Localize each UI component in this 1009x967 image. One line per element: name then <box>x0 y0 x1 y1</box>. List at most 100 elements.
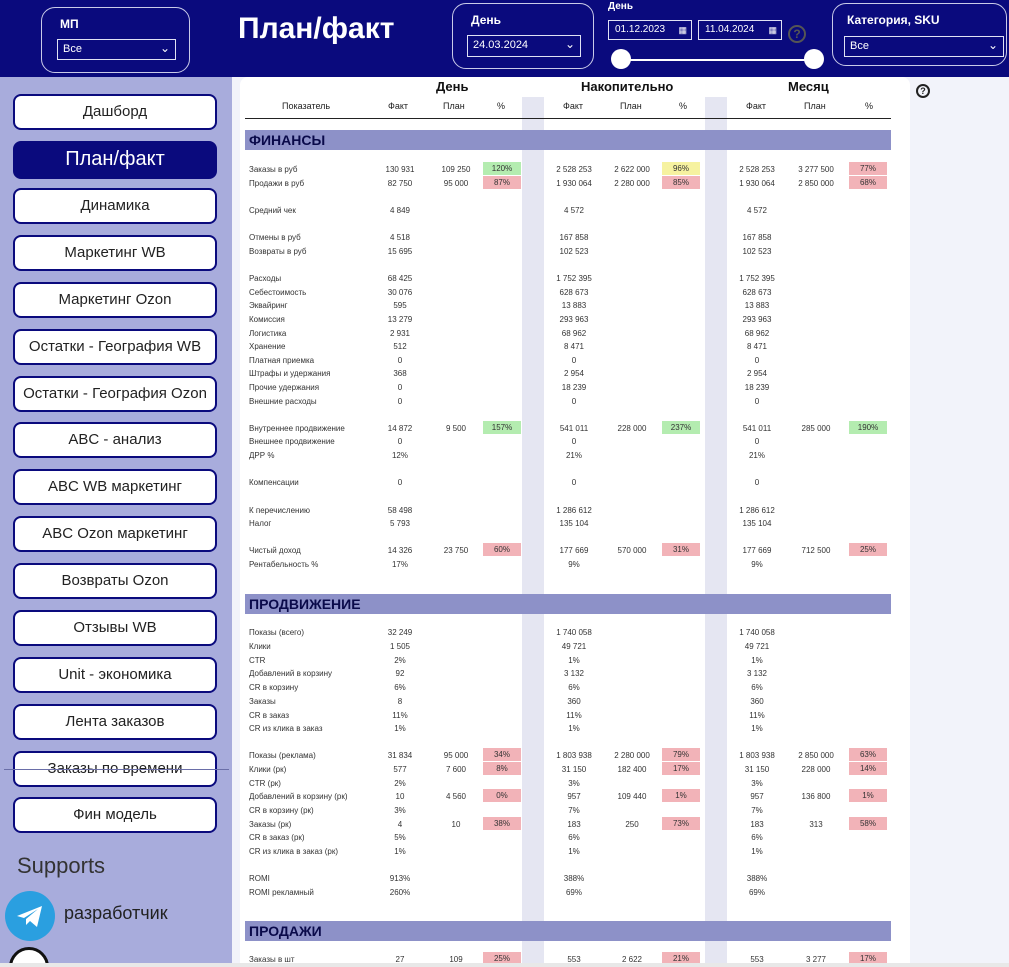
percent-cell: 87% <box>483 176 521 189</box>
telegram-plane-icon <box>17 906 42 927</box>
developer-link[interactable]: разработчик <box>64 903 168 923</box>
sidebar-item[interactable]: Фин модель <box>13 797 217 833</box>
category-select[interactable]: Все ⌄ <box>844 36 1004 57</box>
range-start-handle[interactable] <box>611 49 631 69</box>
percent-cell: 38% <box>483 817 521 830</box>
mp-select[interactable]: Все ⌄ <box>57 39 176 60</box>
row-label: Добавлений в корзину <box>249 669 332 678</box>
help-icon[interactable]: ? <box>916 84 930 98</box>
row-label: Клики <box>249 642 271 651</box>
fact-cell: 628 673 <box>559 288 589 297</box>
row-label: Расходы <box>249 274 282 283</box>
fact-cell: 0 <box>397 397 403 406</box>
row-label: CR из клика в заказ <box>249 724 323 733</box>
fact-cell: 1 740 058 <box>739 628 775 637</box>
sidebar-item[interactable]: Остатки - География Ozon <box>13 376 217 412</box>
col-fact: Факт <box>746 101 767 111</box>
row-label: ДРР % <box>249 451 275 460</box>
fact-cell: 14 326 <box>387 546 413 555</box>
sidebar-item[interactable]: Unit - экономика <box>13 657 217 693</box>
percent-cell: 8% <box>483 762 521 775</box>
fact-cell: 1 803 938 <box>739 751 775 760</box>
fact-cell: 82 750 <box>387 179 413 188</box>
fact-cell: 1% <box>394 847 406 856</box>
telegram-icon[interactable] <box>5 891 55 941</box>
row-label: Клики (рк) <box>249 765 287 774</box>
group-header-cumulative: Накопительно <box>581 79 674 94</box>
row-label: К перечислению <box>249 506 310 515</box>
fact-cell: 68 425 <box>387 274 413 283</box>
plan-cell: 109 440 <box>617 792 647 801</box>
fact-cell: 2% <box>394 779 406 788</box>
sidebar-item[interactable]: ABC WB маркетинг <box>13 469 217 505</box>
help-icon[interactable]: ? <box>788 25 806 43</box>
fact-cell: 2 954 <box>563 369 585 378</box>
fact-cell: 31 150 <box>561 765 587 774</box>
group-header-day: День <box>436 79 469 94</box>
fact-cell: 177 669 <box>742 546 772 555</box>
col-plan: План <box>443 101 465 111</box>
day-filter: День 24.03.2024 ⌄ <box>452 3 594 69</box>
plan-cell: 2 622 000 <box>614 165 650 174</box>
fact-cell: 30 076 <box>387 288 413 297</box>
range-end-handle[interactable] <box>804 49 824 69</box>
sidebar-item[interactable]: ABC - анализ <box>13 422 217 458</box>
fact-cell: 577 <box>393 765 407 774</box>
column-separator <box>705 97 727 967</box>
range-from-value: 01.12.2023 <box>615 24 666 35</box>
plan-cell: 712 500 <box>801 546 831 555</box>
row-label: Возвраты в руб <box>249 247 307 256</box>
fact-cell: 5 793 <box>389 519 411 528</box>
fact-cell: 18 239 <box>744 383 770 392</box>
row-label: CR из клика в заказ (рк) <box>249 847 339 856</box>
plan-cell: 7 600 <box>445 765 467 774</box>
sidebar-item[interactable]: ABC Ozon маркетинг <box>13 516 217 552</box>
range-to-input[interactable]: 11.04.2024 ▦ <box>698 20 782 40</box>
sidebar-item[interactable]: Динамика <box>13 188 217 224</box>
fact-cell: 0 <box>754 356 760 365</box>
row-label: CTR <box>249 656 266 665</box>
range-from-input[interactable]: 01.12.2023 ▦ <box>608 20 692 40</box>
fact-cell: 1 286 612 <box>739 506 775 515</box>
sidebar-item[interactable]: Остатки - География WB <box>13 329 217 365</box>
row-label: Прочие удержания <box>249 383 320 392</box>
percent-cell: 96% <box>662 162 700 175</box>
sidebar-item[interactable]: Маркетинг WB <box>13 235 217 271</box>
sidebar-item[interactable]: Возвраты Ozon <box>13 563 217 599</box>
date-range-slider-track <box>622 59 814 61</box>
fact-cell: 293 963 <box>559 315 589 324</box>
fact-cell: 1 752 395 <box>556 274 592 283</box>
fact-cell: 0 <box>571 478 577 487</box>
sidebar-item[interactable]: Отзывы WB <box>13 610 217 646</box>
fact-cell: 167 858 <box>559 233 589 242</box>
fact-cell: 2 528 253 <box>739 165 775 174</box>
sidebar-item[interactable]: Дашборд <box>13 94 217 130</box>
plan-cell: 23 750 <box>443 546 469 555</box>
mp-filter-label: МП <box>60 17 79 31</box>
row-label: Себестоимость <box>249 288 307 297</box>
sidebar-item[interactable]: Лента заказов <box>13 704 217 740</box>
sidebar-item[interactable]: План/факт <box>13 141 217 179</box>
day-select[interactable]: 24.03.2024 ⌄ <box>467 35 581 57</box>
row-label: Платная приемка <box>249 356 315 365</box>
sidebar-item[interactable]: Маркетинг Ozon <box>13 282 217 318</box>
percent-cell: 58% <box>849 817 887 830</box>
percent-cell: 25% <box>849 543 887 556</box>
row-label: Внешние расходы <box>249 397 317 406</box>
fact-cell: 13 883 <box>561 301 587 310</box>
fact-cell: 10 <box>395 792 405 801</box>
percent-cell: 34% <box>483 748 521 761</box>
fact-cell: 4 572 <box>563 206 585 215</box>
fact-cell: 1% <box>751 724 763 733</box>
percent-cell: 190% <box>849 421 887 434</box>
fact-cell: 957 <box>567 792 581 801</box>
fact-cell: 27 <box>395 955 405 964</box>
fact-cell: 553 <box>750 955 764 964</box>
fact-cell: 1 930 064 <box>739 179 775 188</box>
fact-cell: 11% <box>392 711 408 720</box>
fact-cell: 628 673 <box>742 288 772 297</box>
row-label: ROMI рекламный <box>249 888 314 897</box>
mp-select-value: Все <box>63 43 82 55</box>
fact-cell: 15 695 <box>387 247 413 256</box>
percent-cell: 77% <box>849 162 887 175</box>
